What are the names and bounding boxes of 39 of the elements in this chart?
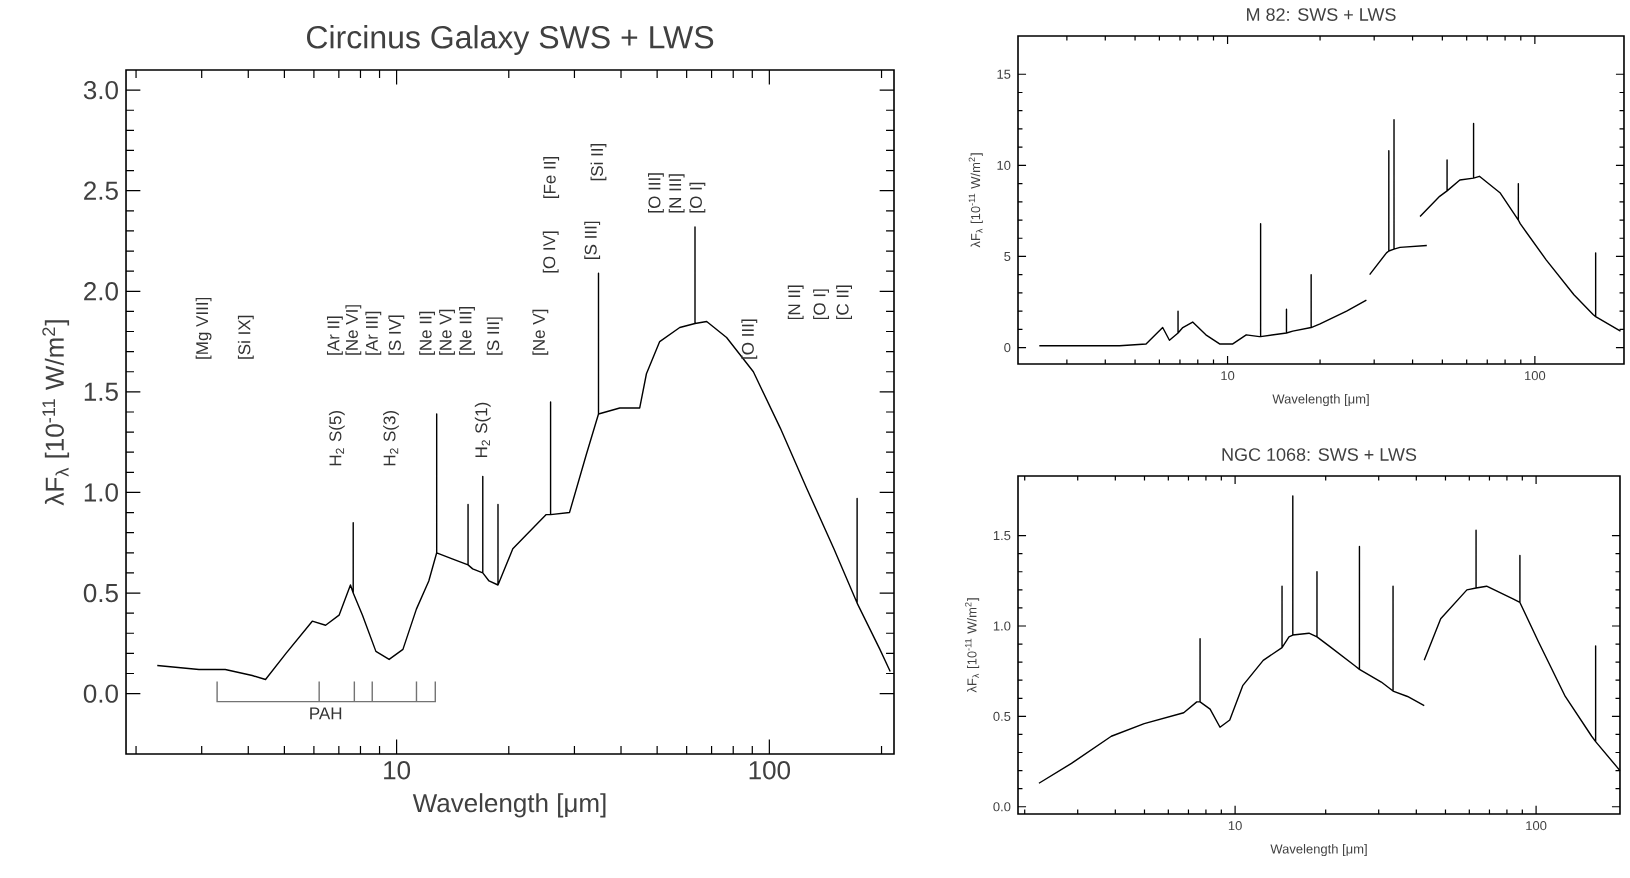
annotation: [Ne V] bbox=[439, 309, 455, 355]
annotation: H$_{2}$ S(1) bbox=[474, 402, 491, 458]
annotation: [S III] bbox=[486, 317, 503, 355]
annotation: [O I] bbox=[813, 289, 829, 320]
annotation: [Si II] bbox=[590, 143, 607, 181]
annotation: [Si IX] bbox=[237, 315, 254, 359]
annotation: [O I] bbox=[689, 182, 706, 213]
annotation: [O IV] bbox=[542, 231, 559, 273]
annotation: [Ne V] bbox=[532, 309, 549, 355]
annotation: [S III] bbox=[584, 221, 601, 259]
annotation: [S IV] bbox=[388, 315, 405, 355]
y-axis-title: λF$_{λ}$ [10$^{-11}$ W/m$^{2}$] bbox=[42, 320, 70, 506]
annotation: [Ar III] bbox=[365, 311, 382, 355]
annotation: [Ne VI] bbox=[345, 305, 362, 355]
x-axis-title: Wavelength [μm] bbox=[412, 793, 606, 818]
annotation: [Ne II] bbox=[419, 311, 435, 355]
x-tick-label: 100 bbox=[749, 761, 791, 780]
y-tick-label: 0.5 bbox=[83, 583, 118, 603]
annotation: [Ne III] bbox=[459, 307, 475, 355]
annotation: [C II] bbox=[836, 285, 852, 320]
chart-title: NGC 1068: SWS + LWS bbox=[1222, 448, 1417, 461]
y-tick-label: 1.0 bbox=[84, 483, 118, 502]
annotation: [Ar II] bbox=[326, 316, 343, 355]
y-tick-label: 2.0 bbox=[84, 282, 118, 301]
annotation: H$_{2}$ S(5) bbox=[328, 410, 345, 466]
annotation: H$_{2}$ S(3) bbox=[383, 410, 399, 466]
annotation: [O III] bbox=[741, 319, 758, 359]
chart-title: Circinus Galaxy SWS + LWS bbox=[307, 25, 714, 55]
chart-title: M 82: SWS + LWS bbox=[1247, 8, 1396, 21]
y-tick-label: 3.0 bbox=[83, 80, 118, 100]
annotation: [N III] bbox=[668, 174, 685, 213]
annotation: [Mg VIII] bbox=[195, 297, 212, 359]
annotation: [O III] bbox=[648, 173, 664, 213]
annotation: [N II] bbox=[787, 285, 804, 320]
y-tick-label: 0.0 bbox=[83, 684, 118, 703]
y-tick-label: 2.5 bbox=[84, 181, 118, 200]
y-tick-label: 1.5 bbox=[84, 382, 118, 401]
annotation: PAH bbox=[310, 707, 342, 720]
annotation: [Fe II] bbox=[543, 156, 560, 199]
